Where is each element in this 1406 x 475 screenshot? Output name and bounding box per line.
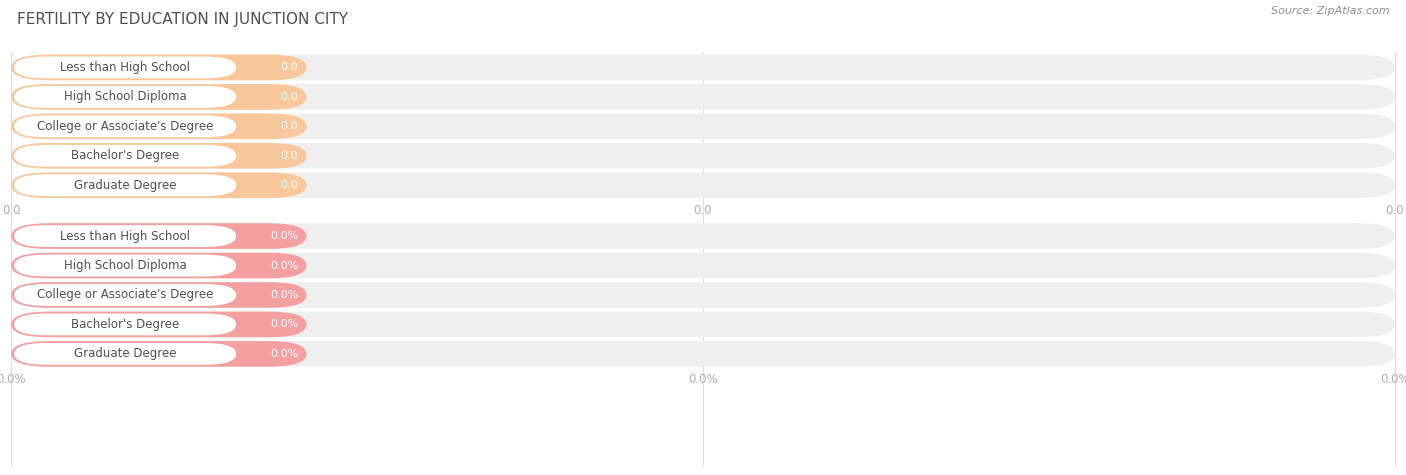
Text: 0.0: 0.0 <box>1385 204 1405 217</box>
FancyBboxPatch shape <box>11 312 1395 337</box>
Text: Less than High School: Less than High School <box>60 61 190 74</box>
FancyBboxPatch shape <box>11 172 1395 198</box>
Text: 0.0%: 0.0% <box>270 231 298 241</box>
FancyBboxPatch shape <box>11 143 307 169</box>
FancyBboxPatch shape <box>11 341 307 367</box>
FancyBboxPatch shape <box>11 55 307 80</box>
FancyBboxPatch shape <box>11 341 1395 367</box>
Text: Graduate Degree: Graduate Degree <box>75 347 176 361</box>
FancyBboxPatch shape <box>11 253 307 278</box>
Text: 0.0%: 0.0% <box>270 290 298 300</box>
FancyBboxPatch shape <box>11 143 1395 169</box>
FancyBboxPatch shape <box>11 282 1395 308</box>
FancyBboxPatch shape <box>14 284 236 306</box>
Text: 0.0: 0.0 <box>693 204 713 217</box>
FancyBboxPatch shape <box>14 57 236 78</box>
FancyBboxPatch shape <box>14 314 236 335</box>
Text: 0.0: 0.0 <box>280 92 298 102</box>
FancyBboxPatch shape <box>14 255 236 276</box>
Text: Bachelor's Degree: Bachelor's Degree <box>72 149 179 162</box>
Text: 0.0%: 0.0% <box>0 373 27 386</box>
Text: College or Associate's Degree: College or Associate's Degree <box>37 120 214 133</box>
Text: Source: ZipAtlas.com: Source: ZipAtlas.com <box>1271 6 1389 16</box>
FancyBboxPatch shape <box>11 253 1395 278</box>
FancyBboxPatch shape <box>11 114 1395 139</box>
FancyBboxPatch shape <box>14 115 236 137</box>
FancyBboxPatch shape <box>14 174 236 196</box>
Text: 0.0: 0.0 <box>1 204 21 217</box>
Text: Less than High School: Less than High School <box>60 229 190 243</box>
FancyBboxPatch shape <box>11 223 307 249</box>
FancyBboxPatch shape <box>14 225 236 247</box>
Text: 0.0%: 0.0% <box>270 349 298 359</box>
Text: 0.0%: 0.0% <box>1379 373 1406 386</box>
Text: 0.0%: 0.0% <box>270 260 298 271</box>
Text: High School Diploma: High School Diploma <box>63 90 187 104</box>
Text: Graduate Degree: Graduate Degree <box>75 179 176 192</box>
FancyBboxPatch shape <box>11 312 307 337</box>
Text: 0.0: 0.0 <box>280 62 298 73</box>
Text: 0.0: 0.0 <box>280 121 298 132</box>
FancyBboxPatch shape <box>11 84 307 110</box>
Text: Bachelor's Degree: Bachelor's Degree <box>72 318 179 331</box>
Text: 0.0%: 0.0% <box>688 373 718 386</box>
Text: 0.0: 0.0 <box>280 151 298 161</box>
Text: 0.0: 0.0 <box>280 180 298 190</box>
FancyBboxPatch shape <box>11 223 1395 249</box>
FancyBboxPatch shape <box>14 145 236 167</box>
FancyBboxPatch shape <box>14 343 236 365</box>
FancyBboxPatch shape <box>11 114 307 139</box>
FancyBboxPatch shape <box>11 84 1395 110</box>
FancyBboxPatch shape <box>11 55 1395 80</box>
FancyBboxPatch shape <box>11 172 307 198</box>
Text: FERTILITY BY EDUCATION IN JUNCTION CITY: FERTILITY BY EDUCATION IN JUNCTION CITY <box>17 12 347 27</box>
FancyBboxPatch shape <box>11 282 307 308</box>
Text: 0.0%: 0.0% <box>270 319 298 330</box>
Text: College or Associate's Degree: College or Associate's Degree <box>37 288 214 302</box>
FancyBboxPatch shape <box>14 86 236 108</box>
Text: High School Diploma: High School Diploma <box>63 259 187 272</box>
